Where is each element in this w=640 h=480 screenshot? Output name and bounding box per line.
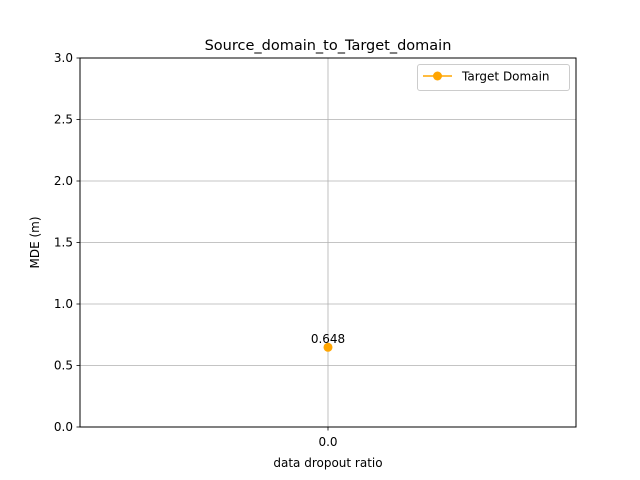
x-axis: 0.0: [318, 427, 338, 449]
y-tick-label: 2.5: [54, 113, 73, 127]
chart-title: Source_domain_to_Target_domain: [205, 38, 452, 54]
y-tick-label: 0.0: [54, 420, 73, 434]
data-point: [323, 342, 333, 352]
y-tick-label: 3.0: [54, 51, 73, 65]
legend-marker-target-domain: [433, 71, 442, 81]
x-tick-label: 0.0: [318, 435, 337, 449]
legend-label-target-domain: Target Domain: [461, 70, 550, 84]
y-tick-label: 1.0: [54, 297, 73, 311]
x-axis-label: data dropout ratio: [273, 456, 382, 470]
y-tick-label: 2.0: [54, 174, 73, 188]
data-label: 0.648: [311, 332, 345, 346]
legend-box: [417, 64, 570, 91]
y-axis-label: MDE (m): [28, 216, 42, 268]
y-tick-label: 0.5: [54, 359, 73, 373]
legend: Target Domain: [417, 64, 570, 91]
y-tick-label: 1.5: [54, 236, 73, 250]
y-axis: 0.0 0.5 1.0 1.5 2.0 2.5 3.0: [54, 51, 80, 434]
series-layer: 0.648: [311, 332, 345, 352]
